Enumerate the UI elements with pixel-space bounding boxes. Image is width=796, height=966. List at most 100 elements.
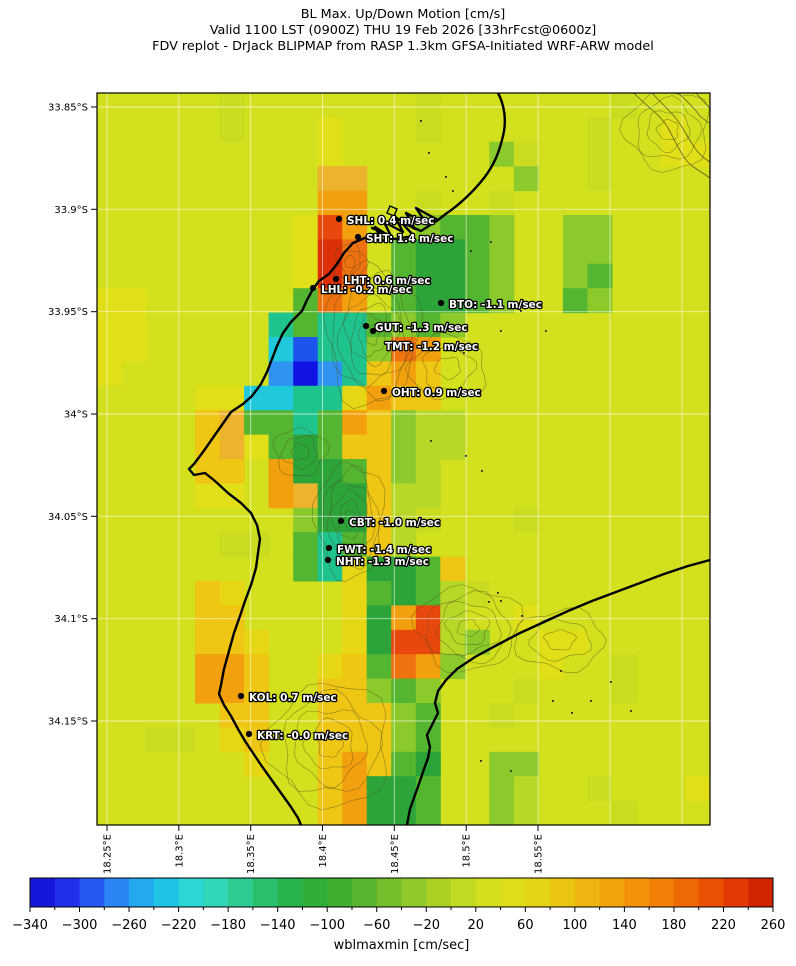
- heatmap-cell: [440, 239, 466, 265]
- heatmap-cell: [219, 678, 245, 704]
- colorbar-tick-label: −300: [62, 918, 98, 933]
- heatmap-cell: [440, 263, 466, 289]
- heatmap-cell: [513, 678, 539, 704]
- heatmap-cell: [219, 385, 245, 411]
- heatmap-cell: [366, 800, 392, 825]
- heatmap-cell: [97, 337, 123, 362]
- heatmap-cell: [489, 800, 515, 825]
- terrain-speckle: [470, 300, 472, 302]
- contour-loop: [426, 590, 512, 664]
- heatmap-cell: [415, 361, 441, 387]
- station-dot: [335, 215, 343, 223]
- station-marker-LHL: LHL: -0.2 m/sec: [309, 283, 413, 297]
- station-label: LHT: 0.6 m/sec: [344, 275, 431, 287]
- colorbar-segment: [624, 878, 650, 907]
- heatmap-cell: [391, 581, 417, 606]
- heatmap-cell: [293, 361, 319, 387]
- contour-loop: [280, 434, 319, 470]
- heatmap-cell: [415, 556, 441, 582]
- colorbar-segment: [327, 878, 353, 907]
- heatmap-cell: [317, 117, 343, 143]
- colorbar-segment: [525, 878, 551, 907]
- heatmap-cell: [685, 141, 710, 167]
- heatmap-cell: [170, 727, 196, 753]
- station-dot: [337, 517, 345, 525]
- heatmap-cell: [391, 532, 417, 558]
- colorbar-segment: [178, 878, 204, 907]
- station-label: KRT: -0.0 m/sec: [257, 730, 348, 742]
- heatmap-cell: [317, 385, 343, 411]
- colorbar-segment: [649, 878, 675, 907]
- heatmap-cell: [440, 288, 466, 314]
- terrain-speckle: [488, 601, 490, 603]
- terrain-speckle: [521, 615, 523, 617]
- contour-loop: [410, 584, 524, 673]
- terrain-speckle: [545, 330, 547, 332]
- heatmap-cell: [587, 215, 613, 240]
- heatmap-cell: [587, 263, 613, 289]
- heatmap-cell: [342, 703, 368, 728]
- terrain-speckle: [571, 712, 573, 714]
- heatmap-cell: [587, 141, 613, 167]
- colorbar-segment: [599, 878, 625, 907]
- colorbar-segment: [475, 878, 501, 907]
- colorbar-tick-label: −220: [161, 918, 197, 933]
- colorbar-segment: [203, 878, 229, 907]
- heatmap-cell: [562, 239, 588, 265]
- heatmap-cell: [366, 556, 392, 582]
- colorbar-tick-label: −340: [12, 918, 48, 933]
- heatmap-cell: [366, 776, 392, 802]
- station-dot: [369, 327, 377, 335]
- heatmap-cell: [195, 629, 221, 655]
- station-marker-KOL: KOL: 0.7 m/sec: [237, 691, 338, 705]
- heatmap-cell: [293, 263, 319, 289]
- station-marker-GUT: GUT: -1.3 m/sec: [362, 321, 469, 335]
- heatmap-cell: [562, 215, 588, 240]
- station-label: TMT: -1.2 m/sec: [385, 341, 478, 353]
- heatmap-cell: [317, 190, 343, 216]
- heatmap-cell: [219, 605, 245, 631]
- heatmap-cell: [293, 483, 319, 509]
- heatmap-cell: [342, 385, 368, 411]
- terrain-speckle: [430, 440, 432, 442]
- terrain-speckle: [481, 470, 483, 472]
- heatmap-cell: [293, 385, 319, 411]
- contour-loop: [343, 509, 356, 532]
- heatmap-cell: [611, 678, 637, 704]
- heatmap-cell: [317, 361, 343, 387]
- contour-loop: [444, 610, 491, 646]
- colorbar-segment: [104, 878, 130, 907]
- contour-loop: [358, 313, 386, 357]
- heatmap-cell: [366, 483, 392, 509]
- heatmap-cell: [342, 751, 368, 777]
- heatmap-cell: [611, 800, 637, 825]
- contour-loop: [290, 442, 309, 461]
- station-marker-CBT: CBT: -1.0 m/sec: [337, 516, 441, 530]
- heatmap-cell: [366, 605, 392, 631]
- heatmap-cell: [146, 727, 172, 753]
- heatmap-cell: [415, 800, 441, 825]
- contour-loop: [323, 259, 424, 410]
- heatmap-cell: [342, 166, 368, 192]
- colorbar-segment: [376, 878, 402, 907]
- heatmap-cell: [562, 263, 588, 289]
- station-marker-SHT: SHT: 1.4 m/sec: [354, 232, 455, 246]
- heatmap-cell: [195, 483, 221, 509]
- heatmap-cell: [391, 507, 417, 533]
- heatmap-cell: [391, 361, 417, 387]
- heatmap-cell: [587, 239, 613, 265]
- terrain-speckle: [552, 700, 554, 702]
- heatmap-cell: [317, 312, 343, 338]
- heatmap-cell: [562, 629, 588, 655]
- colorbar-segment: [153, 878, 179, 907]
- coastline-harbour-jags: [370, 206, 440, 238]
- heatmap-cell: [219, 93, 245, 118]
- heatmap-cell: [391, 776, 417, 802]
- terrain-speckle: [500, 330, 502, 332]
- station-label: GUT: -1.3 m/sec: [375, 322, 468, 334]
- lon-tick-label: 18.3°E: [174, 834, 185, 868]
- heatmap-cell: [219, 532, 245, 558]
- colorbar-segment: [748, 878, 774, 907]
- contour-loop: [343, 294, 402, 376]
- colorbar-segment: [54, 878, 80, 907]
